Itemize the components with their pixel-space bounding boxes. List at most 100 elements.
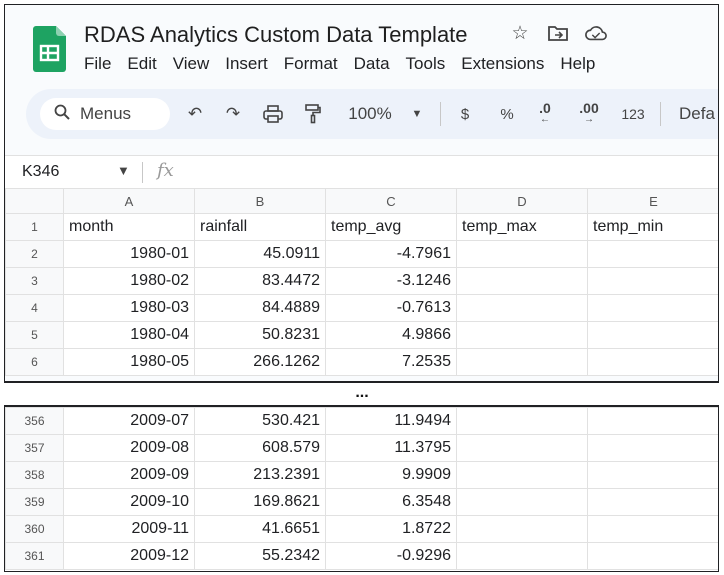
- zoom-dropdown-icon[interactable]: ▼: [411, 108, 423, 120]
- cell[interactable]: -4.7961: [325, 240, 457, 268]
- paint-format-icon[interactable]: [302, 102, 324, 126]
- redo-icon[interactable]: ↷: [225, 104, 241, 123]
- cell[interactable]: 50.8231: [194, 321, 326, 349]
- cell[interactable]: [456, 434, 588, 462]
- menu-tools[interactable]: Tools: [405, 54, 446, 73]
- cell[interactable]: -0.7613: [325, 294, 457, 322]
- cell[interactable]: [587, 434, 718, 462]
- font-family-select[interactable]: Defa: [679, 104, 715, 123]
- cell[interactable]: 1980-05: [63, 348, 195, 376]
- cell[interactable]: 213.2391: [194, 461, 326, 489]
- cell[interactable]: 2009-10: [63, 488, 195, 516]
- cell[interactable]: 2009-08: [63, 434, 195, 462]
- cell[interactable]: [456, 407, 588, 435]
- cell[interactable]: 41.6651: [194, 515, 326, 543]
- cell[interactable]: [456, 267, 588, 295]
- column-header-e[interactable]: E: [587, 188, 718, 214]
- cell[interactable]: [587, 294, 718, 322]
- menu-data[interactable]: Data: [353, 54, 390, 73]
- cell[interactable]: 1980-01: [63, 240, 195, 268]
- column-header-c[interactable]: C: [325, 188, 457, 214]
- cell[interactable]: 2009-07: [63, 407, 195, 435]
- increase-decimal-button[interactable]: .00 →: [575, 101, 603, 126]
- row-header[interactable]: 6: [5, 348, 64, 376]
- cell[interactable]: 1.8722: [325, 515, 457, 543]
- cell[interactable]: 11.3795: [325, 434, 457, 462]
- menu-edit[interactable]: Edit: [127, 54, 157, 73]
- cell[interactable]: 45.0911: [194, 240, 326, 268]
- cell[interactable]: [456, 348, 588, 376]
- cell[interactable]: 2009-09: [63, 461, 195, 489]
- cell[interactable]: 2009-11: [63, 515, 195, 543]
- format-percent-button[interactable]: %: [500, 105, 514, 123]
- row-header[interactable]: 356: [5, 407, 64, 435]
- row-header[interactable]: 359: [5, 488, 64, 516]
- cloud-saved-icon[interactable]: [585, 22, 607, 44]
- cell[interactable]: 169.8621: [194, 488, 326, 516]
- cell[interactable]: 1980-03: [63, 294, 195, 322]
- number-format-button[interactable]: 123: [621, 106, 645, 122]
- undo-icon[interactable]: ↶: [187, 104, 203, 123]
- cell[interactable]: [456, 461, 588, 489]
- menu-format[interactable]: Format: [283, 54, 338, 73]
- cell[interactable]: -0.9296: [325, 542, 457, 570]
- cell[interactable]: 6.3548: [325, 488, 457, 516]
- row-header[interactable]: 1: [5, 213, 64, 241]
- cell[interactable]: rainfall: [194, 213, 326, 241]
- cell[interactable]: [587, 515, 718, 543]
- cell[interactable]: [456, 488, 588, 516]
- row-header[interactable]: 357: [5, 434, 64, 462]
- row-header[interactable]: 358: [5, 461, 64, 489]
- row-header[interactable]: 360: [5, 515, 64, 543]
- menu-help[interactable]: Help: [560, 54, 596, 73]
- menu-extensions[interactable]: Extensions: [461, 54, 545, 73]
- column-header-a[interactable]: A: [63, 188, 195, 214]
- cell[interactable]: -3.1246: [325, 267, 457, 295]
- cell[interactable]: 2009-12: [63, 542, 195, 570]
- cell[interactable]: [587, 407, 718, 435]
- cell[interactable]: temp_max: [456, 213, 588, 241]
- select-all-corner[interactable]: [5, 188, 64, 214]
- cell[interactable]: 55.2342: [194, 542, 326, 570]
- move-to-folder-icon[interactable]: [547, 22, 569, 44]
- cell[interactable]: [587, 321, 718, 349]
- cell[interactable]: temp_avg: [325, 213, 457, 241]
- menu-file[interactable]: File: [84, 54, 112, 73]
- cell[interactable]: 7.2535: [325, 348, 457, 376]
- name-box[interactable]: K346: [22, 163, 60, 180]
- cell[interactable]: [587, 461, 718, 489]
- cell[interactable]: [587, 267, 718, 295]
- google-sheets-logo-icon[interactable]: [33, 26, 66, 72]
- menu-view[interactable]: View: [172, 54, 210, 73]
- cell[interactable]: [587, 488, 718, 516]
- row-header[interactable]: 4: [5, 294, 64, 322]
- menu-insert[interactable]: Insert: [225, 54, 268, 73]
- cell[interactable]: 1980-04: [63, 321, 195, 349]
- row-header[interactable]: 2: [5, 240, 64, 268]
- menus-search-button[interactable]: Menus: [40, 98, 170, 130]
- cell[interactable]: 83.4472: [194, 267, 326, 295]
- column-header-b[interactable]: B: [194, 188, 326, 214]
- cell[interactable]: [456, 240, 588, 268]
- cell[interactable]: 4.9866: [325, 321, 457, 349]
- row-header[interactable]: 3: [5, 267, 64, 295]
- format-currency-button[interactable]: $: [460, 105, 470, 123]
- cell[interactable]: [456, 542, 588, 570]
- cell[interactable]: 11.9494: [325, 407, 457, 435]
- row-header[interactable]: 361: [5, 542, 64, 570]
- cell[interactable]: 266.1262: [194, 348, 326, 376]
- cell[interactable]: [456, 321, 588, 349]
- print-icon[interactable]: [261, 102, 285, 126]
- cell[interactable]: [456, 294, 588, 322]
- cell[interactable]: 9.9909: [325, 461, 457, 489]
- cell[interactable]: [587, 542, 718, 570]
- cell[interactable]: [587, 348, 718, 376]
- star-icon[interactable]: ☆: [511, 22, 529, 44]
- cell[interactable]: [456, 515, 588, 543]
- column-header-d[interactable]: D: [456, 188, 588, 214]
- cell[interactable]: 84.4889: [194, 294, 326, 322]
- row-header[interactable]: 5: [5, 321, 64, 349]
- decrease-decimal-button[interactable]: .0 ←: [532, 101, 558, 126]
- zoom-select[interactable]: 100%: [348, 104, 392, 123]
- cell[interactable]: month: [63, 213, 195, 241]
